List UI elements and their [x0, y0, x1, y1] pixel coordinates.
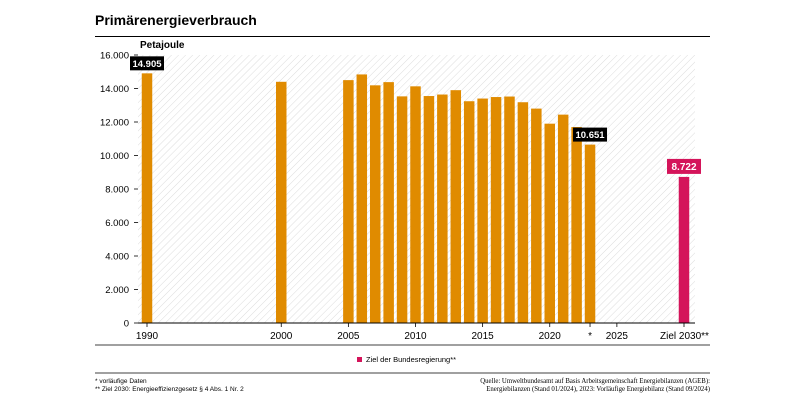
- y-axis-label: Petajoule: [140, 40, 185, 51]
- bar: [531, 108, 542, 323]
- x-tick-label: 2005: [337, 331, 360, 342]
- x-tick-label: 1990: [136, 331, 159, 342]
- y-tick-label: 0: [124, 319, 129, 330]
- bar: [477, 98, 488, 323]
- y-tick-label: 14.000: [100, 84, 129, 95]
- source-line-1: Quelle: Umweltbundesamt auf Basis Arbeit…: [480, 378, 710, 385]
- legend-swatch: [357, 357, 362, 362]
- bar: [490, 97, 502, 323]
- data-label-box: [573, 127, 608, 142]
- target-bar: [678, 176, 690, 323]
- bar: [504, 96, 515, 323]
- bar: [557, 114, 569, 323]
- bar: [571, 127, 582, 324]
- x-tick-label: 2000: [270, 331, 293, 342]
- top-rule: [95, 36, 710, 37]
- bar: [396, 96, 408, 323]
- bar: [450, 90, 462, 323]
- source-line-2: Energiebilanzen (Stand 01/2024), 2023: V…: [486, 386, 710, 393]
- y-tick-label: 6.000: [105, 218, 129, 229]
- bar: [383, 82, 394, 323]
- footnotes-source: Quelle: Umweltbundesamt auf Basis Arbeit…: [410, 378, 710, 394]
- x-tick-label: 2010: [404, 331, 427, 342]
- x-tick-label: 2015: [472, 331, 495, 342]
- data-label: 14.905: [132, 59, 162, 70]
- data-label: 10.651: [575, 130, 605, 141]
- bar: [356, 74, 368, 324]
- footnotes-left: * vorläufige Daten ** Ziel 2030: Energie…: [95, 378, 244, 394]
- bar: [517, 102, 529, 323]
- footnote-preliminary: * vorläufige Daten: [95, 378, 147, 385]
- bar: [141, 73, 153, 323]
- y-tick-label: 16.000: [100, 51, 129, 62]
- legend: Ziel der Bundesregierung**: [357, 355, 456, 364]
- x-tick-label: *: [588, 331, 592, 342]
- y-tick-label: 4.000: [105, 252, 129, 263]
- bar: [584, 144, 596, 323]
- y-tick-label: 12.000: [100, 118, 129, 129]
- bar: [437, 94, 448, 323]
- bar: [423, 96, 435, 323]
- bar: [369, 85, 381, 323]
- bar: [343, 80, 354, 323]
- y-tick-label: 8.000: [105, 185, 129, 196]
- target-label: 8.722: [671, 162, 696, 173]
- data-label-box: [130, 56, 164, 71]
- x-tick-label: Ziel 2030**: [660, 331, 709, 342]
- bar: [276, 81, 287, 323]
- x-tick-label: 2025: [606, 331, 629, 342]
- y-tick-label: 10.000: [100, 151, 129, 162]
- target-label-box: [667, 158, 701, 174]
- bar: [463, 101, 475, 323]
- legend-label: Ziel der Bundesregierung**: [366, 355, 456, 364]
- chart-title: Primärenergieverbrauch: [95, 12, 257, 28]
- bar: [410, 86, 421, 323]
- x-tick-label: 2020: [539, 331, 562, 342]
- bar: [544, 123, 555, 323]
- y-tick-label: 2.000: [105, 285, 129, 296]
- footnote-target-law: ** Ziel 2030: Energieeffizienzgesetz § 4…: [95, 386, 244, 393]
